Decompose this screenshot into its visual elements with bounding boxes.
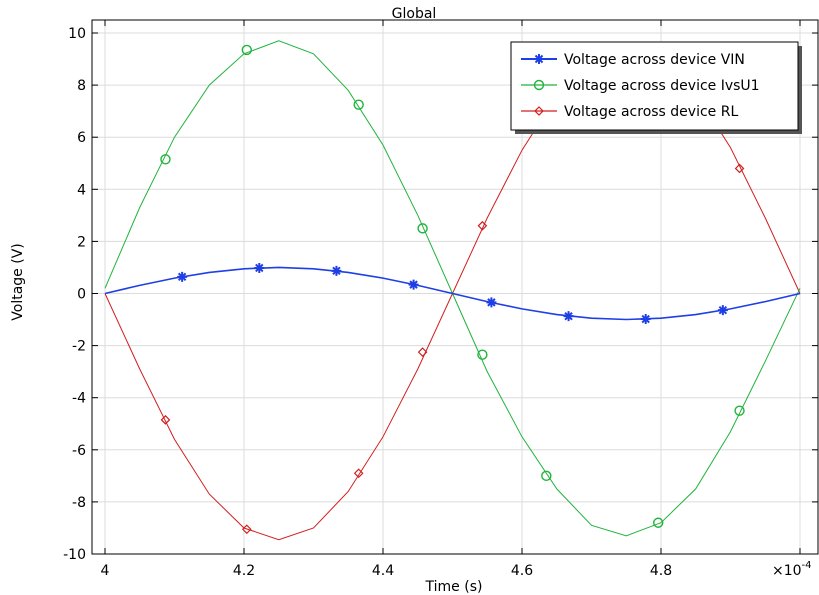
legend-box (510, 41, 799, 131)
data-point-diamond (734, 163, 745, 174)
plot-area (91, 19, 819, 555)
y-tick-label: 4 (77, 182, 86, 198)
chart-title: Global (392, 6, 437, 22)
x-axis: 4 4.2 4.4 4.6 4.8 (101, 20, 801, 579)
y-tick-label: 0 (77, 287, 86, 303)
y-tick-label: 8 (77, 78, 86, 94)
data-point-circle (734, 405, 745, 416)
data-point-asterisk (177, 271, 188, 282)
y-tick-label: -8 (72, 495, 86, 511)
x-tick-label: 4.6 (511, 563, 533, 579)
x-axis-multiplier-exponent: -4 (802, 560, 812, 571)
data-point-asterisk (408, 279, 419, 290)
y-tick-label: -2 (72, 339, 86, 355)
y-axis-label: Voltage (V) (10, 243, 26, 320)
x-axis-label: Time (s) (425, 579, 483, 595)
y-tick-label: -4 (72, 391, 86, 407)
data-point-diamond (160, 414, 171, 425)
series-markers (160, 44, 745, 535)
legend-entry-label: Voltage across device VIN (564, 52, 745, 68)
x-tick-label: 4.4 (372, 563, 394, 579)
data-point-asterisk (254, 262, 265, 273)
x-tick-label: 4.2 (233, 563, 255, 579)
data-point-diamond (477, 220, 488, 231)
data-point-circle (353, 99, 364, 110)
data-point-diamond (417, 347, 428, 357)
x-tick-label: 4 (101, 563, 110, 579)
x-axis-multiplier-base: ×10 (772, 563, 802, 579)
y-tick-label: 6 (77, 130, 86, 146)
data-point-circle (160, 154, 171, 165)
x-axis-multiplier: ×10-4 (772, 560, 812, 579)
y-tick-label: -10 (63, 547, 86, 563)
y-tick-label: 10 (68, 26, 86, 42)
data-point-circle (477, 349, 488, 360)
data-point-asterisk (717, 305, 728, 316)
data-point-circle (541, 470, 552, 482)
data-point-asterisk (640, 314, 651, 325)
x-tick-label: 4.8 (650, 563, 672, 579)
y-tick-label: 2 (77, 234, 86, 250)
data-point-diamond (353, 468, 364, 479)
data-point-circle (241, 44, 252, 56)
data-point-circle (417, 223, 428, 234)
data-point-asterisk (331, 265, 342, 276)
legend: Voltage across device VIN Voltage across … (510, 41, 802, 134)
legend-swatch-marker (534, 106, 544, 116)
data-point-diamond (241, 524, 252, 535)
y-tick-label: -6 (72, 443, 86, 459)
data-point-asterisk (563, 311, 574, 322)
legend-entry-label: Voltage across device RL (564, 104, 738, 120)
data-point-asterisk (486, 297, 497, 308)
series-line-asterisk (104, 266, 801, 321)
legend-entry-label: Voltage across device IvsU1 (564, 78, 760, 94)
data-point-circle (653, 517, 664, 528)
y-axis: -10 -8 -6 -4 -2 0 2 4 6 8 10 (63, 26, 818, 563)
legend-swatch-marker (533, 79, 545, 91)
legend-swatch-marker (534, 54, 544, 64)
